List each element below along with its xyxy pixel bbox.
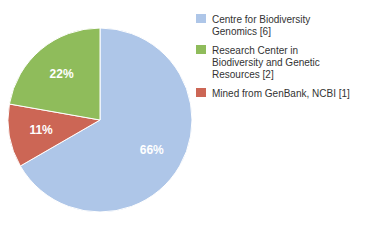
pie-slice — [9, 28, 100, 120]
legend-swatch — [196, 45, 206, 54]
legend-swatch — [196, 14, 206, 23]
chart: 66% 11% 22% Centre for BiodiversityGenomics… — [0, 0, 380, 240]
legend-swatch — [196, 88, 206, 97]
legend-label-line: Mined from GenBank, NCBI [1] — [212, 88, 350, 99]
data-label: 66% — [140, 143, 164, 157]
legend: Centre for BiodiversityGenomics [6] Resea… — [196, 14, 350, 99]
data-label: 22% — [50, 67, 74, 81]
legend-label-line: Resources [2] — [212, 69, 274, 80]
legend-item: Research Center inBiodiversity and Genet… — [196, 45, 320, 80]
legend-label: Centre for BiodiversityGenomics [6] — [212, 14, 310, 37]
pie — [8, 28, 192, 212]
data-label: 11% — [29, 123, 53, 137]
legend-item: Centre for BiodiversityGenomics [6] — [196, 14, 310, 37]
legend-item: Mined from GenBank, NCBI [1] — [196, 88, 350, 99]
legend-label: Mined from GenBank, NCBI [1] — [212, 88, 350, 99]
legend-label-line: Biodiversity and Genetic — [212, 57, 320, 68]
legend-label-line: Genomics [6] — [212, 26, 271, 37]
legend-label-line: Centre for Biodiversity — [212, 14, 310, 25]
legend-label-line: Research Center in — [212, 45, 298, 56]
data-labels: 66% 11% 22% — [29, 67, 164, 157]
legend-label: Research Center inBiodiversity and Genet… — [212, 45, 320, 80]
